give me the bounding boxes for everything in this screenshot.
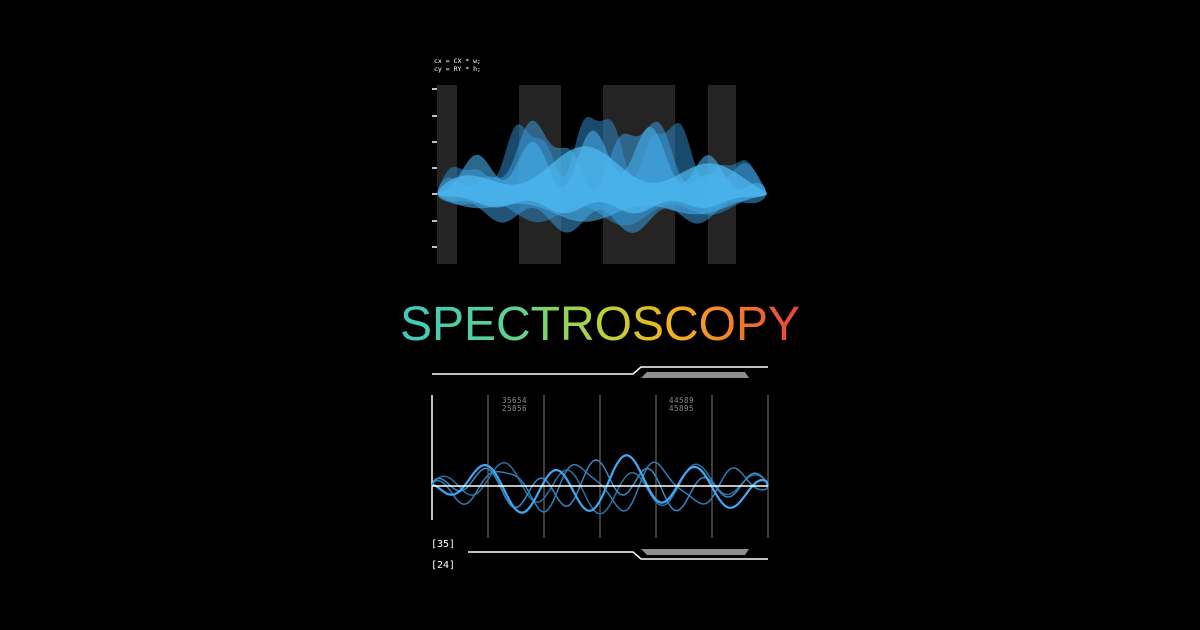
bracket-label-1: [35] <box>431 539 455 550</box>
bottom-wave-line <box>431 459 769 512</box>
readout-left-1: 35654 <box>502 396 527 405</box>
hud-bar-fill <box>641 549 749 555</box>
bottom-wave-line <box>431 461 769 515</box>
code-line-1: cx = CX * w; <box>434 57 481 65</box>
bottom-wave-line <box>431 454 770 514</box>
top-axis-ticks <box>432 88 437 248</box>
vertical-grid-lines <box>487 395 769 538</box>
top-waveform-panel <box>432 85 767 264</box>
readout-right-2: 45895 <box>669 404 694 413</box>
bottom-wave-chart: 35654 25856 44589 45895 <box>431 395 770 538</box>
bottom-wave-layers <box>431 454 770 515</box>
bottom-wave-line <box>431 461 769 513</box>
readout-left-2: 25856 <box>502 404 527 413</box>
readout-right-1: 44589 <box>669 396 694 405</box>
top-wave-layers <box>437 116 767 233</box>
hud-bar-fill <box>641 372 749 378</box>
hud-divider-top <box>432 366 768 378</box>
hud-divider-bottom <box>468 549 768 560</box>
code-line-2: cy = RY * h; <box>434 65 481 73</box>
bracket-label-2: [24] <box>431 560 455 571</box>
top-wave-layer <box>437 146 767 214</box>
title-spectroscopy: SPECTROSCOPY <box>400 298 800 351</box>
